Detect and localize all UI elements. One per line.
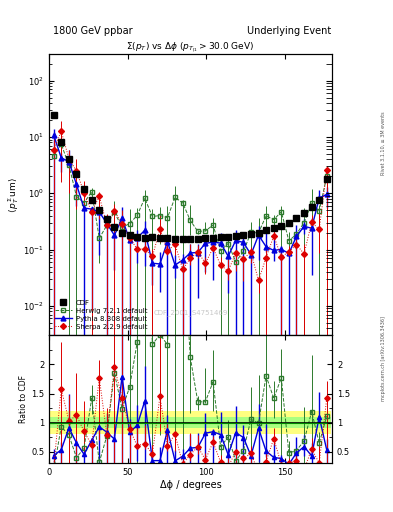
Legend: CDF, Herwig 7.2.1 default, Pythia 8.308 default, Sherpa 2.2.9 default: CDF, Herwig 7.2.1 default, Pythia 8.308 … <box>53 297 149 332</box>
X-axis label: Δϕ / degrees: Δϕ / degrees <box>160 480 222 490</box>
Text: mcplots.cern.ch [arXiv:1306.3436]: mcplots.cern.ch [arXiv:1306.3436] <box>381 316 386 401</box>
Text: Underlying Event: Underlying Event <box>247 26 331 36</box>
Y-axis label: Ratio to CDF: Ratio to CDF <box>19 375 28 423</box>
Text: CDF_2001_S4751469: CDF_2001_S4751469 <box>153 309 228 316</box>
Y-axis label: $\langle\, p_T^{\Sigma}\,$um$\rangle$: $\langle\, p_T^{\Sigma}\,$um$\rangle$ <box>6 177 21 212</box>
Text: Rivet 3.1.10, ≥ 3M events: Rivet 3.1.10, ≥ 3M events <box>381 112 386 175</box>
Text: 1800 GeV ppbar: 1800 GeV ppbar <box>53 26 133 36</box>
Title: $\Sigma(p_T)$ vs $\Delta\phi$ $(p_{T_{|1}} > 30.0$ GeV$)$: $\Sigma(p_T)$ vs $\Delta\phi$ $(p_{T_{|1… <box>127 40 255 54</box>
